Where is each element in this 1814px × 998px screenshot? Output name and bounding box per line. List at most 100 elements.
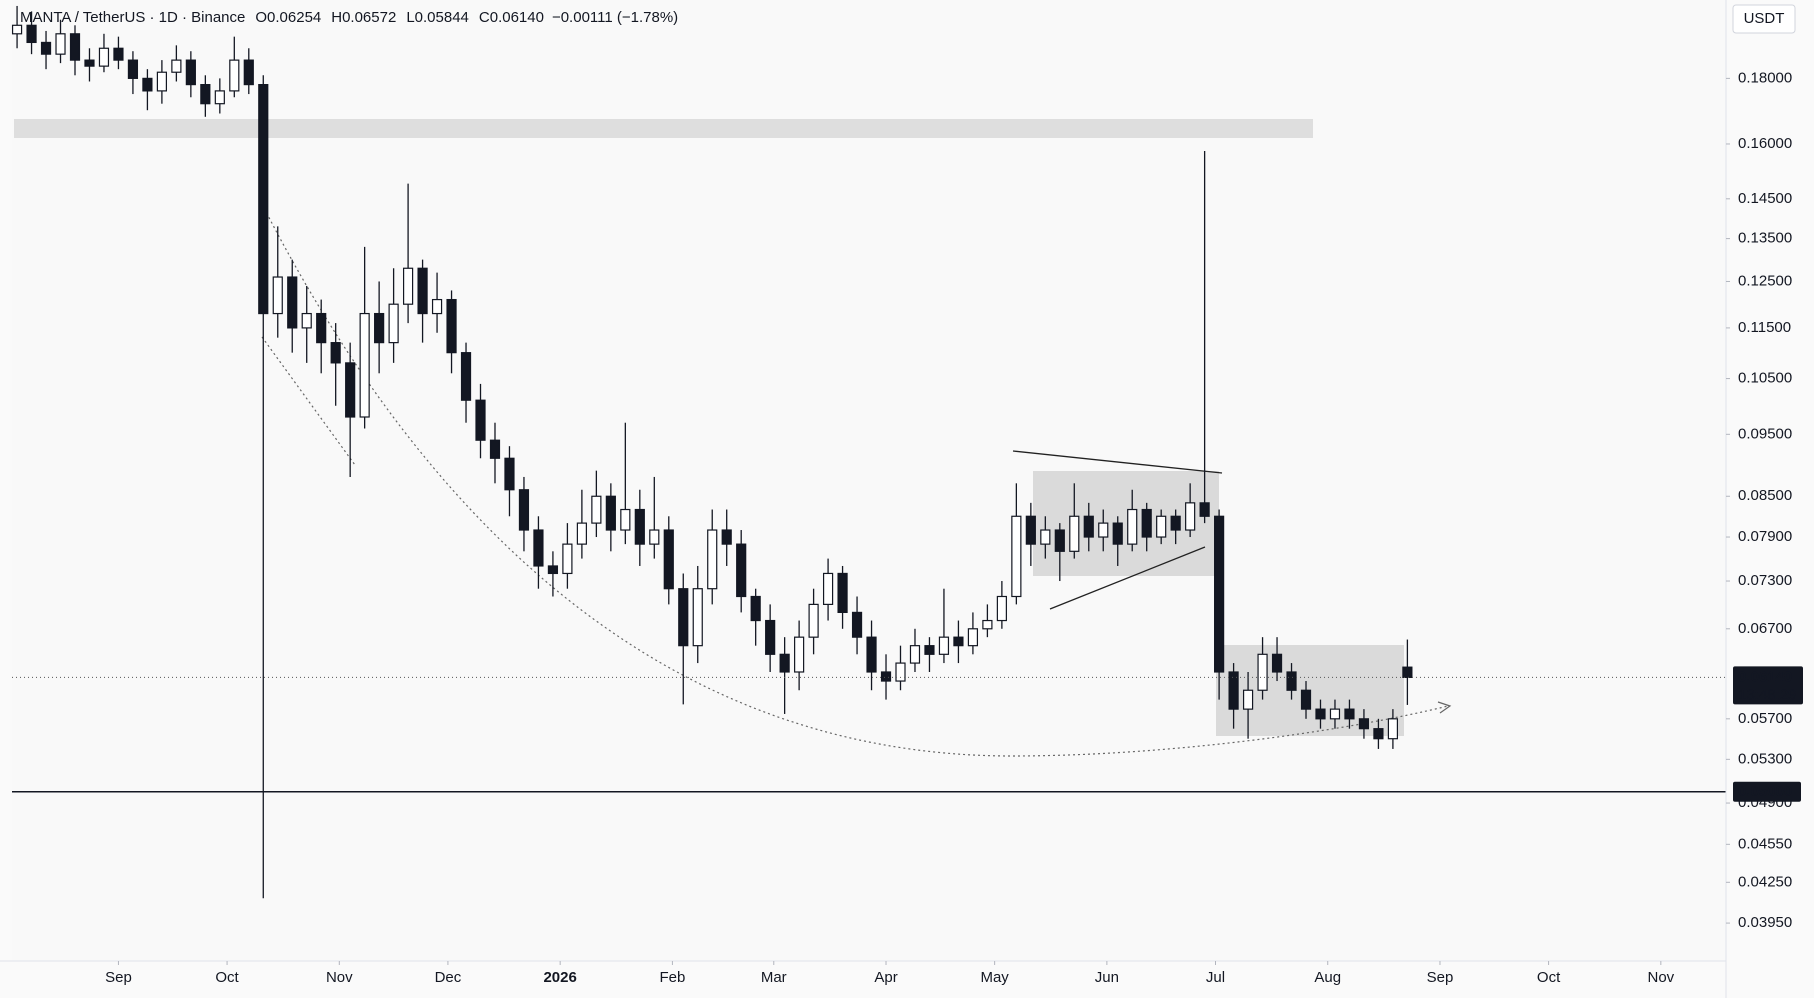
- last-price-label: 0.06140: [1738, 668, 1792, 685]
- candle-body: [431, 298, 443, 315]
- candle-body: [185, 59, 196, 86]
- y-tick-label: 0.16000: [1738, 135, 1792, 152]
- candle-body: [214, 90, 225, 105]
- x-tick-label: Jun: [1095, 969, 1119, 986]
- candle-body: [678, 588, 689, 647]
- candle-body: [1083, 515, 1094, 538]
- candle-body: [1011, 515, 1022, 598]
- candle-body: [142, 77, 153, 92]
- candle-body: [1054, 529, 1065, 552]
- candle-body: [1242, 689, 1254, 710]
- candle-body: [1156, 515, 1167, 538]
- symbol: MANTA / TetherUS · 1D · Binance: [20, 9, 245, 26]
- candle-body: [1025, 515, 1036, 545]
- candle-body: [258, 84, 269, 315]
- candle-body: [1170, 515, 1181, 531]
- candle-body: [504, 457, 515, 491]
- candle-body: [634, 508, 645, 545]
- candles: [11, 5, 1726, 899]
- candle-body: [880, 671, 892, 682]
- candle-body: [750, 595, 761, 622]
- x-tick-label: May: [980, 969, 1009, 986]
- ohlc: C0.06140: [479, 9, 544, 26]
- curve-line: [261, 336, 356, 466]
- candle-body: [1040, 529, 1051, 545]
- candle-body: [605, 495, 616, 531]
- y-tick-label: 0.06700: [1738, 620, 1792, 637]
- resistance-zone: [14, 119, 1313, 138]
- candle-body: [11, 24, 23, 35]
- x-tick-label: Oct: [215, 969, 239, 986]
- candle-body: [866, 636, 877, 673]
- y-tick-label: 0.11500: [1738, 319, 1791, 336]
- candle-body: [837, 572, 848, 614]
- candle-body: [953, 636, 964, 647]
- ohlc: H0.06572: [331, 9, 396, 26]
- candle-body: [1286, 671, 1297, 691]
- y-tick-label: 0.18000: [1738, 69, 1792, 86]
- candle-body: [620, 508, 631, 531]
- candle-body: [127, 59, 139, 79]
- candle-body: [1358, 718, 1370, 730]
- candle-body: [808, 603, 819, 638]
- y-tick-label: 0.09500: [1738, 425, 1792, 442]
- candle-body: [417, 267, 428, 315]
- x-tick-label: Aug: [1314, 969, 1341, 986]
- candle-body: [272, 276, 283, 315]
- candle-body: [1315, 708, 1326, 720]
- ohlc: L0.05844: [406, 9, 469, 26]
- candle-body: [938, 636, 950, 655]
- candle-body: [982, 619, 993, 630]
- plot-area: [12, 0, 1726, 961]
- candle-body: [547, 565, 559, 575]
- candle-body: [707, 529, 718, 590]
- candle-body: [576, 522, 587, 545]
- candle-body: [1387, 718, 1399, 740]
- countdown: 13:48:29: [1738, 686, 1796, 703]
- candle-body: [98, 47, 110, 67]
- ohlc: O0.06254: [255, 9, 321, 26]
- candle-body: [518, 489, 530, 531]
- x-tick-label: Nov: [1647, 969, 1674, 986]
- candle-body: [663, 529, 674, 590]
- candle-body: [895, 662, 906, 682]
- x-tick-label: Nov: [326, 969, 353, 986]
- candle-body: [330, 342, 341, 364]
- y-tick-label: 0.04550: [1738, 835, 1792, 852]
- level-label-box: [1733, 781, 1801, 802]
- candle-body: [55, 33, 66, 55]
- x-tick-label: 2026: [543, 969, 576, 986]
- candle-body: [779, 653, 790, 673]
- candle-body: [388, 303, 399, 344]
- header: MANTA / TetherUS · 1D · Binance O0.06254 H…: [20, 9, 678, 26]
- y-tick-label: 0.14500: [1738, 190, 1792, 207]
- candle-body: [171, 59, 182, 73]
- arrow-head: [1437, 701, 1452, 714]
- candle-body: [402, 267, 414, 305]
- x-tick-label: Apr: [874, 969, 897, 986]
- y-tick-label: 0.03950: [1738, 914, 1792, 931]
- candle-body: [1257, 653, 1268, 691]
- y-tick-label: 0.05700: [1738, 710, 1792, 727]
- candle-body: [533, 529, 544, 567]
- candle-body: [113, 47, 124, 61]
- candle-body: [692, 588, 703, 647]
- candle-body: [591, 495, 602, 524]
- x-tick-label: Feb: [659, 969, 685, 986]
- candle-body: [1098, 522, 1109, 538]
- candle-body: [1127, 508, 1138, 545]
- x-tick-label: Oct: [1537, 969, 1561, 986]
- candle-body: [765, 619, 776, 655]
- candle-body: [562, 543, 573, 575]
- y-tick-label: 0.04250: [1738, 873, 1792, 890]
- x-tick-label: Mar: [761, 969, 787, 986]
- candle-body: [996, 595, 1007, 622]
- candle-body: [84, 59, 95, 67]
- currency-box[interactable]: [1732, 4, 1796, 34]
- candle-body: [822, 572, 834, 605]
- candle-body: [1300, 689, 1312, 710]
- candle-body: [1271, 653, 1283, 673]
- y-tick-label: 0.10500: [1738, 370, 1792, 387]
- level-label: 0.05000: [1738, 783, 1792, 800]
